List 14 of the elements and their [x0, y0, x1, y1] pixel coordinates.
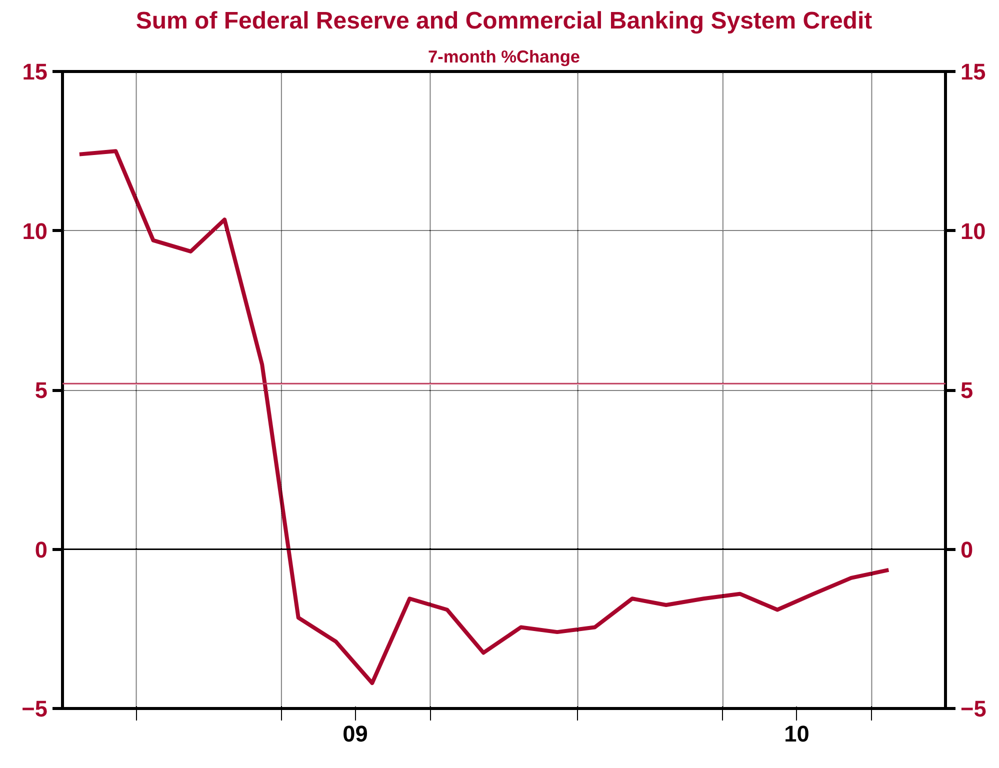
y-tick-label: 0 [34, 536, 48, 562]
y2-tick-label: 5 [960, 377, 974, 403]
y-tick-label: 15 [22, 58, 48, 84]
y2-tick-label: 0 [960, 536, 974, 562]
chart-subtitle: 7-month %Change [428, 46, 580, 66]
y-tick-label: 5 [34, 377, 48, 403]
y-tick-label: 10 [22, 218, 48, 244]
line-series [77, 149, 891, 686]
y2-tick-label: 10 [960, 218, 986, 244]
x-tick-label: 09 [342, 720, 368, 746]
y2-tick-label: 15 [960, 58, 986, 84]
y2-tick-label: −5 [960, 696, 986, 722]
y-tick-label: −5 [22, 696, 48, 722]
chart-title: Sum of Federal Reserve and Commercial Banking System Credit [136, 8, 872, 34]
